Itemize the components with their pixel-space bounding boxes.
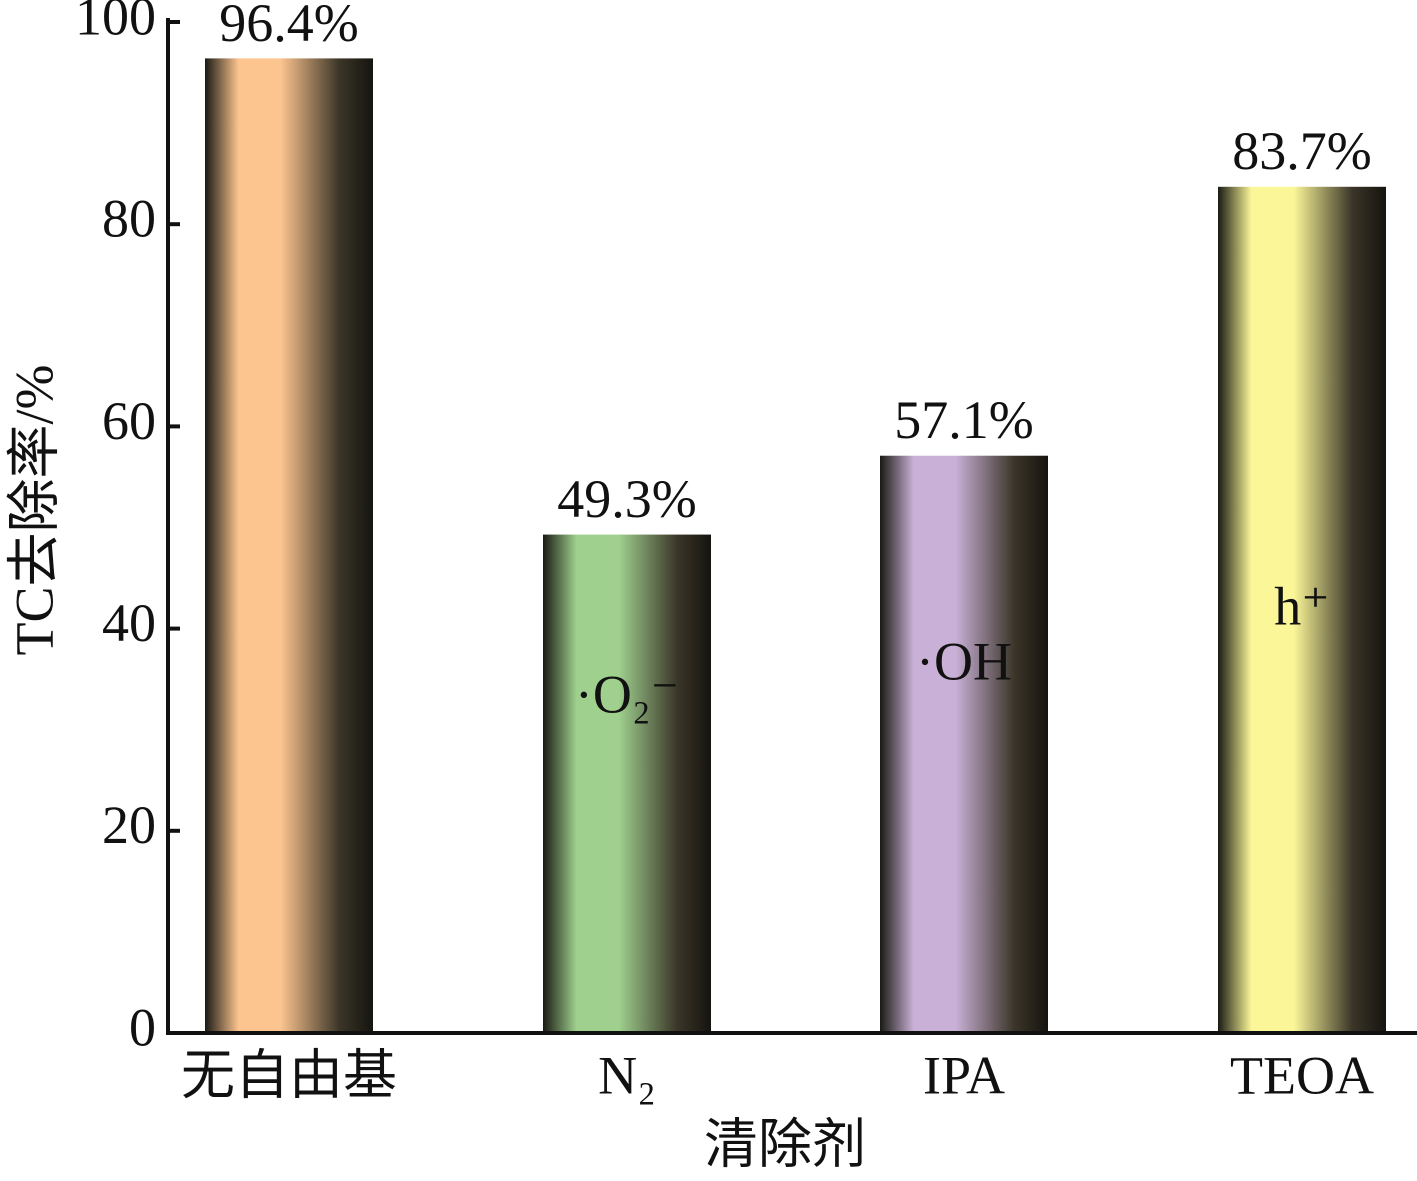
x-tick-label: N₂ [598, 1045, 656, 1105]
y-tick-label: 60 [102, 391, 156, 451]
bar-annotation: h⁺ [1274, 576, 1330, 636]
bar [205, 58, 373, 1034]
y-axis-label: TC去除率/% [4, 365, 64, 656]
bar-annotation: ·O₂⁻ [575, 664, 679, 724]
y-tick-label: 40 [102, 593, 156, 653]
x-tick-label: IPA [923, 1045, 1005, 1105]
bar-annotation: ·OH [916, 631, 1012, 691]
x-tick-label: TEOA [1230, 1045, 1374, 1105]
y-tick-label: 20 [102, 795, 156, 855]
y-tick-label: 0 [129, 997, 156, 1057]
value-label: 83.7% [1232, 121, 1371, 181]
x-axis-label: 清除剂 [704, 1114, 866, 1174]
value-label: 96.4% [219, 0, 358, 53]
x-tick-label: 无自由基 [181, 1045, 397, 1105]
bar [1218, 186, 1386, 1034]
y-tick-label: 80 [102, 189, 156, 249]
bar [880, 455, 1048, 1033]
y-tick-label: 100 [75, 0, 156, 46]
value-label: 57.1% [894, 390, 1033, 450]
value-label: 49.3% [557, 469, 696, 529]
bar [543, 534, 711, 1033]
